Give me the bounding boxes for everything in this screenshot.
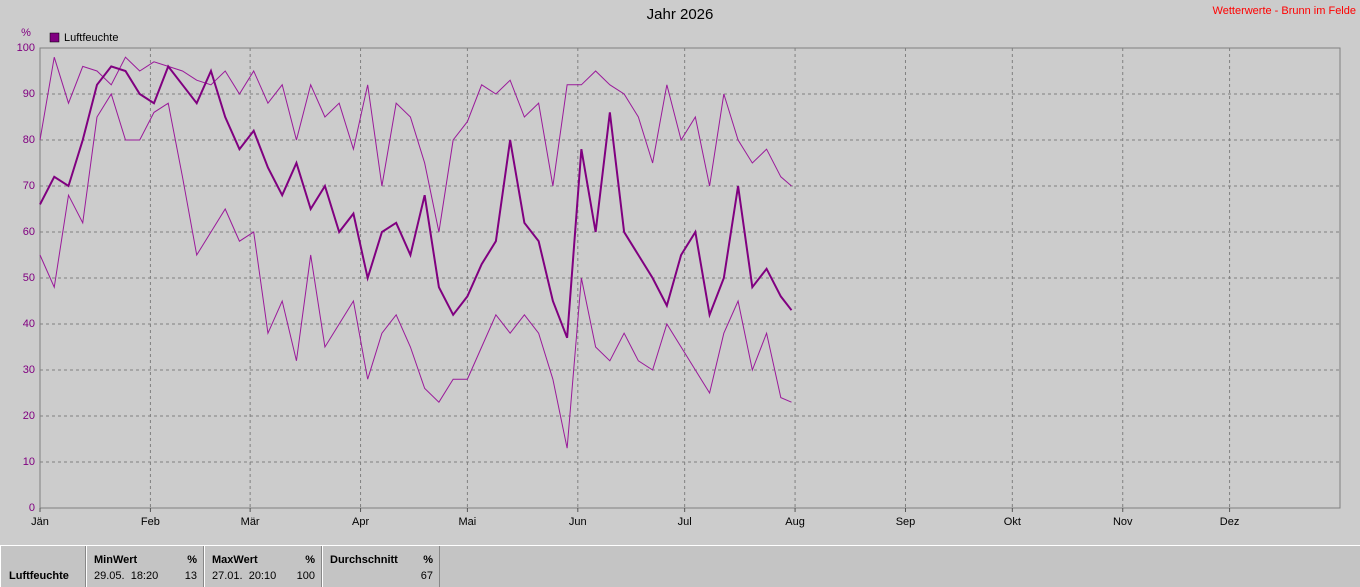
y-tick-label: 0	[29, 502, 35, 514]
y-tick-label: 60	[23, 226, 35, 238]
data-line	[39, 92, 792, 449]
x-tick-label: Dez	[1220, 516, 1240, 528]
summary-table: Luftfeuchte MinWert% 29.05. 18:20 13 MaxWer…	[0, 545, 1360, 587]
y-tick-label: 70	[23, 180, 35, 192]
column-value: 100	[296, 570, 315, 582]
x-tick-label: Mär	[241, 516, 260, 528]
y-tick-label: 90	[23, 88, 35, 100]
legend-label: Luftfeuchte	[64, 32, 118, 44]
chart: Jahr 2026 Wetterwerte - Brunn im Felde %…	[17, 5, 1356, 528]
x-tick-label: Jun	[569, 516, 587, 528]
column-time: 29.05. 18:20	[94, 570, 159, 582]
column-unit: %	[187, 554, 197, 566]
subtitle: Wetterwerte - Brunn im Felde	[1213, 5, 1356, 17]
x-tick-label: Jul	[678, 516, 692, 528]
column-unit: %	[423, 554, 433, 566]
x-tick-label: Okt	[1004, 516, 1021, 528]
summary-cell: MinWert% 29.05. 18:20 13	[86, 546, 204, 587]
x-tick-label: Aug	[785, 516, 805, 528]
x-tick-label: Nov	[1113, 516, 1133, 528]
summary-cell: Durchschnitt% 67	[322, 546, 440, 587]
x-tick-label: Jän	[31, 516, 49, 528]
row-label: Luftfeuchte	[9, 570, 69, 582]
x-tick-label: Apr	[352, 516, 369, 528]
data-line	[39, 64, 793, 339]
y-tick-label: 80	[23, 134, 35, 146]
y-label: %	[21, 27, 31, 39]
column-unit: %	[305, 554, 315, 566]
y-tick-label: 30	[23, 364, 35, 376]
column-header: Durchschnitt	[330, 554, 398, 566]
column-header: MaxWert	[212, 554, 258, 566]
chart-title: Jahr 2026	[647, 6, 714, 23]
y-tick-label: 100	[17, 42, 35, 54]
summary-cell: MaxWert% 27.01. 20:10 100	[204, 546, 322, 587]
x-tick-label: Sep	[896, 516, 916, 528]
column-time: 27.01. 20:10	[212, 570, 277, 582]
column-value: 67	[420, 570, 433, 582]
x-tick-label: Feb	[141, 516, 160, 528]
x-tick-label: Mai	[459, 516, 477, 528]
y-tick-label: 20	[23, 410, 35, 422]
legend-swatch	[49, 32, 60, 43]
data-line	[39, 56, 792, 233]
column-header: MinWert	[94, 554, 138, 566]
column-value: 13	[184, 570, 197, 582]
y-tick-label: 10	[23, 456, 35, 468]
y-tick-label: 40	[23, 318, 35, 330]
y-tick-label: 50	[23, 272, 35, 284]
row-label-cell: Luftfeuchte	[0, 546, 86, 587]
